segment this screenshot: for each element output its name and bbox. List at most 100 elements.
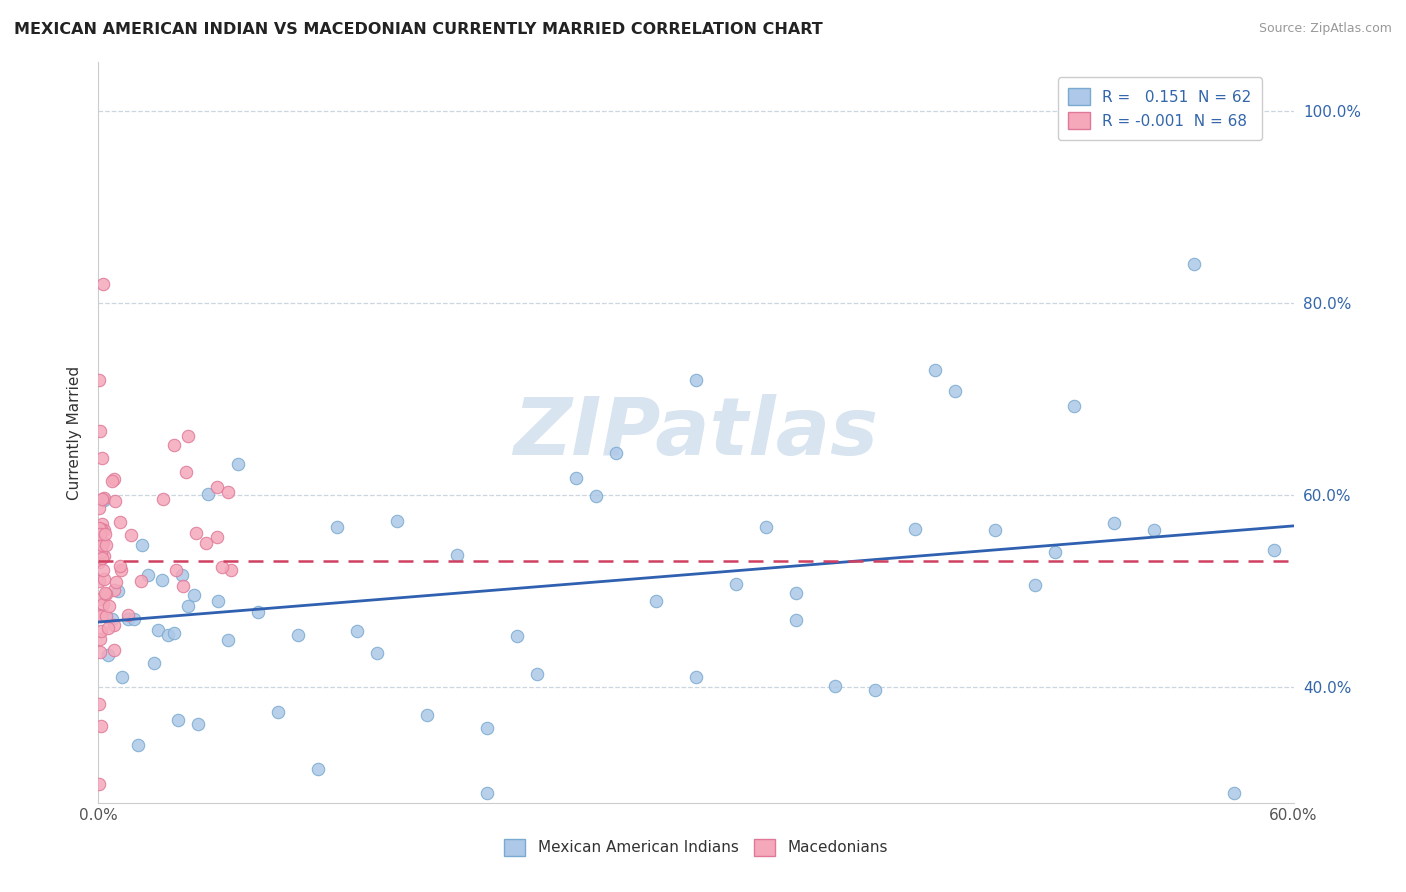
Point bbox=[984, 524, 1007, 538]
Point bbox=[172, 579, 194, 593]
Point bbox=[90, 451, 112, 466]
Point bbox=[267, 705, 290, 719]
Point bbox=[90, 522, 112, 536]
Point bbox=[307, 763, 329, 777]
Point bbox=[111, 670, 134, 684]
Point bbox=[1043, 545, 1066, 559]
Point bbox=[506, 629, 529, 643]
Point bbox=[89, 632, 111, 646]
Point bbox=[246, 606, 269, 620]
Point bbox=[1063, 399, 1085, 413]
Point bbox=[89, 541, 111, 556]
Point bbox=[89, 540, 111, 554]
Point bbox=[785, 585, 807, 599]
Point bbox=[1182, 257, 1205, 271]
Point bbox=[1104, 516, 1126, 531]
Point bbox=[366, 646, 388, 660]
Point bbox=[107, 584, 129, 599]
Legend: Mexican American Indians, Macedonians: Mexican American Indians, Macedonians bbox=[498, 833, 894, 862]
Point bbox=[93, 572, 115, 586]
Point bbox=[90, 719, 112, 733]
Point bbox=[416, 707, 439, 722]
Text: ZIPatlas: ZIPatlas bbox=[513, 393, 879, 472]
Point bbox=[96, 608, 118, 623]
Point bbox=[217, 484, 239, 499]
Point bbox=[1143, 523, 1166, 537]
Point bbox=[131, 538, 153, 552]
Point bbox=[226, 458, 249, 472]
Point bbox=[219, 564, 242, 578]
Point bbox=[89, 527, 111, 541]
Point bbox=[755, 520, 778, 534]
Point bbox=[87, 501, 110, 516]
Point bbox=[943, 384, 966, 398]
Y-axis label: Currently Married: Currently Married bbox=[67, 366, 83, 500]
Point bbox=[93, 549, 115, 563]
Point bbox=[108, 515, 131, 529]
Point bbox=[205, 530, 228, 544]
Point bbox=[87, 521, 110, 535]
Point bbox=[1263, 542, 1285, 557]
Point bbox=[446, 548, 468, 562]
Point bbox=[87, 776, 110, 790]
Point bbox=[904, 522, 927, 536]
Point bbox=[1024, 577, 1046, 591]
Point bbox=[475, 721, 498, 735]
Point bbox=[165, 563, 187, 577]
Point bbox=[93, 491, 115, 505]
Point bbox=[187, 717, 209, 731]
Point bbox=[89, 608, 111, 623]
Point bbox=[385, 514, 409, 528]
Point bbox=[91, 534, 114, 549]
Point bbox=[97, 648, 120, 662]
Point bbox=[90, 609, 112, 624]
Point bbox=[117, 608, 139, 623]
Point bbox=[101, 474, 124, 488]
Point bbox=[104, 493, 127, 508]
Point bbox=[91, 491, 114, 506]
Point bbox=[157, 628, 180, 642]
Point bbox=[150, 574, 173, 588]
Point bbox=[97, 621, 120, 635]
Point bbox=[163, 438, 186, 452]
Point bbox=[89, 645, 111, 659]
Point bbox=[91, 597, 114, 611]
Point bbox=[287, 628, 309, 642]
Point bbox=[326, 520, 349, 534]
Point bbox=[217, 632, 239, 647]
Point bbox=[585, 489, 607, 503]
Point bbox=[87, 697, 110, 711]
Point bbox=[924, 363, 946, 377]
Point bbox=[94, 538, 117, 552]
Point bbox=[101, 611, 124, 625]
Point bbox=[90, 538, 112, 552]
Point bbox=[685, 670, 707, 684]
Point bbox=[127, 739, 149, 753]
Point bbox=[163, 626, 186, 640]
Point bbox=[90, 517, 112, 532]
Point bbox=[205, 480, 228, 494]
Point bbox=[183, 588, 205, 602]
Point bbox=[124, 612, 146, 626]
Point bbox=[152, 492, 174, 507]
Point bbox=[475, 786, 498, 800]
Point bbox=[177, 428, 200, 442]
Point bbox=[90, 535, 112, 549]
Point bbox=[94, 586, 117, 600]
Point bbox=[174, 465, 197, 479]
Point bbox=[105, 574, 128, 589]
Point bbox=[91, 550, 114, 565]
Point bbox=[98, 599, 121, 614]
Point bbox=[103, 583, 125, 598]
Point bbox=[785, 613, 807, 627]
Point bbox=[565, 471, 588, 485]
Text: MEXICAN AMERICAN INDIAN VS MACEDONIAN CURRENTLY MARRIED CORRELATION CHART: MEXICAN AMERICAN INDIAN VS MACEDONIAN CU… bbox=[14, 22, 823, 37]
Point bbox=[96, 587, 118, 601]
Point bbox=[172, 568, 194, 582]
Point bbox=[89, 373, 111, 387]
Point bbox=[605, 446, 627, 460]
Point bbox=[89, 592, 111, 607]
Point bbox=[143, 656, 166, 670]
Point bbox=[1223, 786, 1246, 800]
Point bbox=[645, 594, 668, 608]
